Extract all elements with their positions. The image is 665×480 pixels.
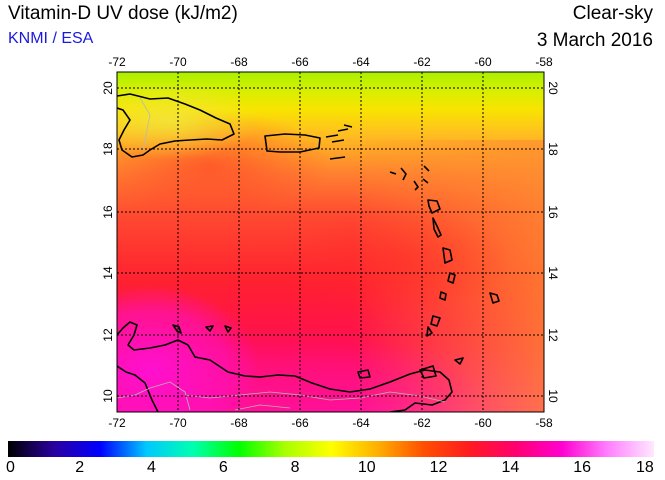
lon-tick-label-bottom: -70	[169, 416, 187, 430]
margarita-trinidad	[357, 357, 464, 379]
lon-tick-label-top: -66	[291, 55, 309, 69]
latitude-ticks: 20 20 18 18 16 16 14 14 12 12 10 10	[101, 81, 560, 403]
lat-tick-label-right: 16	[546, 205, 560, 219]
colorbar-tick-label: 4	[147, 459, 156, 476]
lon-tick-label-bottom: -64	[352, 416, 370, 430]
lat-tick-label-right: 18	[546, 142, 560, 156]
colorbar	[8, 441, 654, 457]
lon-tick-label-top: -62	[413, 55, 431, 69]
aruba-curacao-bonaire	[172, 324, 232, 334]
lon-tick-label-bottom: -62	[413, 416, 431, 430]
colorbar-tick-label: 0	[6, 459, 15, 476]
lat-tick-label-left: 18	[101, 142, 115, 156]
lat-tick-label-left: 16	[101, 205, 115, 219]
colorbar-tick-label: 16	[573, 459, 592, 476]
lon-tick-label-bottom: -66	[291, 416, 309, 430]
lon-tick-label-top: -68	[230, 55, 248, 69]
map-frame	[116, 71, 545, 413]
lon-tick-label-bottom: -60	[474, 416, 492, 430]
lat-lon-grid	[117, 72, 544, 412]
organization-label: KNMI / ESA	[8, 30, 94, 47]
south-america-coast	[117, 321, 453, 412]
lat-tick-label-left: 10	[101, 389, 115, 403]
colorbar-tick-label: 2	[75, 459, 85, 476]
longitude-ticks: -72 -72 -70 -70 -68 -68 -66 -66 -64 -64 -62 -62 -60 -…	[108, 55, 553, 430]
colorbar-tick-label: 18	[636, 459, 654, 476]
coastlines	[117, 93, 500, 412]
colorbar-tick-label: 8	[290, 459, 300, 476]
lon-tick-label-top: -64	[352, 55, 370, 69]
lat-tick-label-right: 10	[546, 389, 560, 403]
lat-tick-label-right: 14	[546, 266, 560, 280]
colorbar-tick-label: 12	[429, 459, 448, 476]
lat-tick-label-right: 12	[546, 328, 560, 342]
lon-tick-label-top: -58	[535, 55, 553, 69]
lon-tick-label-top: -70	[169, 55, 187, 69]
sky-condition-label: Clear-sky	[572, 3, 653, 24]
lon-tick-label-bottom: -58	[535, 416, 553, 430]
lon-tick-label-bottom: -72	[108, 416, 126, 430]
date-label: 3 March 2016	[536, 30, 653, 51]
lat-tick-label-right: 20	[546, 81, 560, 95]
lat-tick-label-left: 14	[101, 266, 115, 280]
colorbar-tick-label: 14	[501, 459, 520, 476]
virgin-islands	[325, 124, 353, 160]
map-title: Vitamin-D UV dose (kJ/m2)	[8, 3, 238, 24]
colorbar-tick-label: 6	[218, 459, 228, 476]
colorbar-tick-label: 10	[357, 459, 376, 476]
hispaniola-coast	[117, 93, 235, 158]
lat-tick-label-left: 20	[101, 81, 115, 95]
uv-dose-field	[117, 72, 544, 412]
lon-tick-label-top: -60	[474, 55, 492, 69]
lon-tick-label-bottom: -68	[230, 416, 248, 430]
lon-tick-label-top: -72	[108, 55, 126, 69]
puerto-rico-coast	[264, 133, 321, 153]
lat-tick-label-left: 12	[101, 328, 115, 342]
